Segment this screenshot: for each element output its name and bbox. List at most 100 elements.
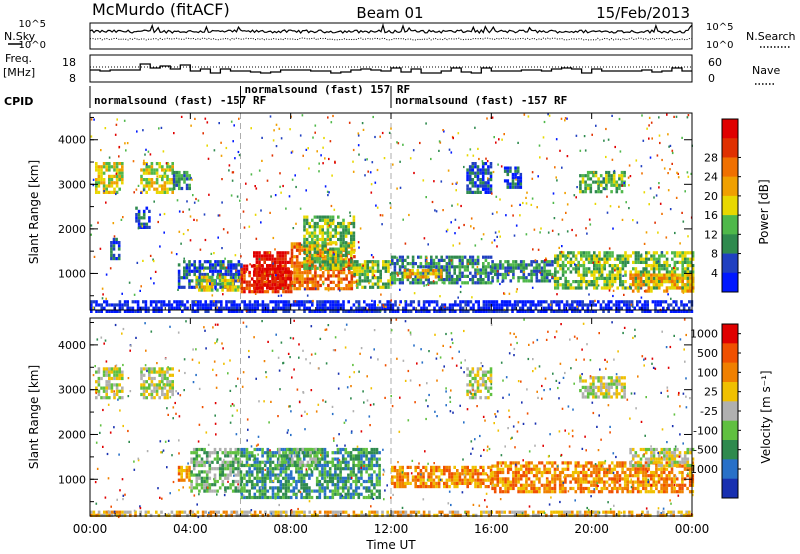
heatmap-cell (314, 131, 316, 134)
heatmap-cell (471, 162, 475, 166)
heatmap-cell (662, 300, 665, 304)
heatmap-cell (681, 211, 683, 214)
heatmap-cell (332, 274, 335, 278)
heatmap-cell (95, 184, 98, 188)
heatmap-cell (190, 473, 193, 477)
heatmap-cell (524, 309, 527, 313)
heatmap-cell (310, 495, 314, 500)
heatmap-cell (301, 274, 304, 278)
heatmap-cell (597, 284, 600, 287)
heatmap-cell (689, 257, 692, 261)
heatmap-cell (318, 470, 322, 474)
heatmap-cell (290, 245, 294, 249)
heatmap-cell (274, 454, 277, 458)
heatmap-cell (618, 183, 621, 187)
heatmap-cell (389, 300, 392, 304)
heatmap-cell (190, 124, 192, 127)
heatmap-cell (602, 309, 605, 313)
heatmap-cell (393, 465, 397, 469)
heatmap-cell (316, 283, 320, 288)
heatmap-cell (326, 473, 329, 477)
heatmap-cell (122, 216, 124, 219)
heatmap-cell (404, 309, 408, 313)
heatmap-cell (561, 245, 563, 248)
heatmap-cell (456, 274, 459, 278)
heatmap-cell (482, 300, 486, 304)
heatmap-cell (216, 489, 219, 493)
heatmap-cell (550, 306, 553, 310)
heatmap-cell (331, 263, 335, 267)
heatmap-cell (512, 214, 514, 217)
heatmap-cell (123, 300, 127, 304)
heatmap-cell (308, 473, 311, 477)
heatmap-cell (580, 283, 583, 287)
heatmap-cell (495, 300, 499, 304)
heatmap-cell (305, 257, 309, 261)
heatmap-cell (171, 373, 174, 377)
heatmap-cell (113, 181, 116, 185)
heatmap-cell (213, 278, 217, 283)
heatmap-cell (445, 278, 449, 282)
heatmap-cell (328, 224, 331, 227)
heatmap-cell (203, 269, 205, 272)
heatmap-cell (373, 463, 376, 468)
heatmap-cell (371, 161, 374, 164)
heatmap-cell (216, 460, 219, 464)
heatmap-cell (476, 265, 479, 269)
heatmap-cell (691, 257, 695, 261)
heatmap-cell (534, 303, 538, 307)
heatmap-cell (561, 283, 565, 287)
heatmap-cell (403, 275, 407, 279)
heatmap-cell (365, 495, 368, 500)
heatmap-cell (311, 263, 314, 267)
heatmap-cell (313, 231, 317, 235)
heatmap-cell (110, 309, 114, 313)
heatmap-cell (166, 396, 169, 400)
heatmap-cell (271, 280, 274, 284)
heatmap-cell (593, 270, 596, 274)
heatmap-cell (537, 300, 540, 304)
heatmap-cell (258, 486, 262, 490)
heatmap-cell (115, 192, 117, 196)
heatmap-cell (624, 270, 627, 274)
heatmap-cell (458, 278, 462, 282)
heatmap-cell (329, 263, 332, 267)
heatmap-cell (443, 306, 447, 310)
heatmap-cell (603, 139, 605, 142)
heatmap-cell (256, 479, 259, 484)
heatmap-cell (126, 309, 129, 313)
heatmap-cell (281, 260, 285, 264)
heatmap-cell (271, 254, 274, 258)
heatmap-cell (350, 283, 354, 288)
heatmap-cell (341, 457, 345, 461)
heatmap-cell (519, 172, 523, 177)
heatmap-cell (506, 309, 509, 313)
heatmap-cell (425, 284, 428, 287)
heatmap-cell (621, 286, 625, 290)
heatmap-cell (655, 276, 658, 280)
heatmap-cell (396, 485, 399, 489)
heatmap-cell (655, 280, 658, 284)
heatmap-cell (363, 269, 367, 273)
heatmap-cell (205, 476, 209, 480)
heatmap-cell (183, 272, 186, 277)
heatmap-cell (476, 184, 480, 188)
heatmap-cell (594, 202, 597, 205)
heatmap-cell (503, 309, 506, 313)
heatmap-cell (543, 279, 546, 283)
heatmap-cell (393, 481, 397, 485)
heatmap-cell (296, 454, 299, 458)
heatmap-cell (561, 286, 565, 290)
heatmap-cell (240, 492, 244, 496)
heatmap-cell (243, 267, 246, 271)
heatmap-cell (261, 492, 264, 496)
heatmap-cell (450, 281, 454, 285)
heatmap-cell (255, 270, 259, 274)
heatmap-cell (309, 463, 312, 468)
heatmap-cell (606, 276, 609, 280)
heatmap-cell (243, 303, 246, 307)
colorbar-segment (722, 157, 738, 177)
heatmap-cell (145, 165, 148, 169)
heatmap-cell (608, 283, 612, 287)
heatmap-cell (112, 244, 116, 248)
